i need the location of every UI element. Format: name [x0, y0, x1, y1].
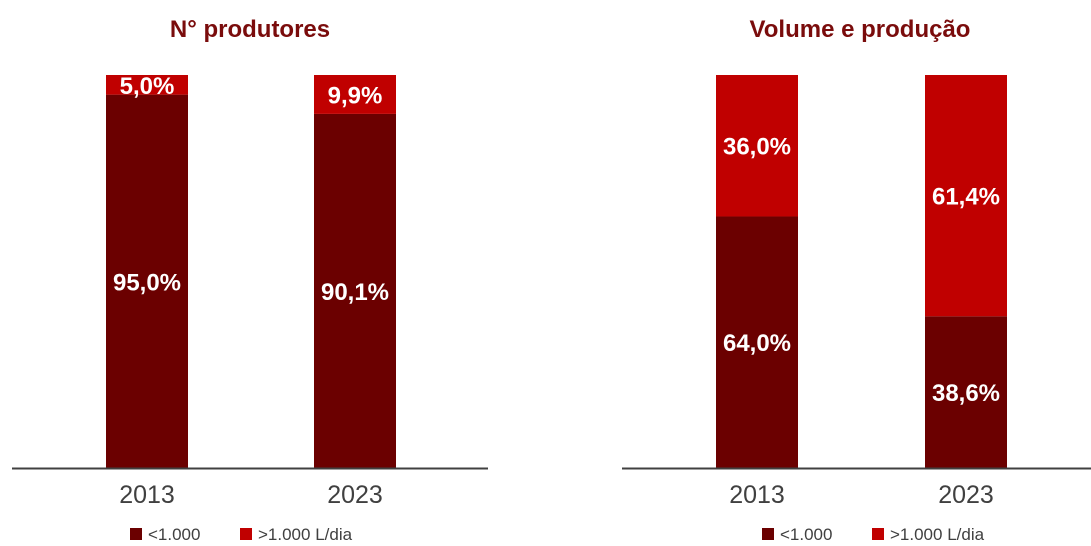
chart-title: N° produtores [170, 16, 330, 43]
data-label: 64,0% [723, 330, 791, 357]
legend-label: >1.000 L/dia [890, 525, 985, 544]
legend-label: <1.000 [780, 525, 832, 544]
data-label: 9,9% [328, 82, 383, 109]
bar-segment [925, 316, 1007, 468]
legend-swatch [130, 528, 142, 540]
chart-title: Volume e produção [750, 16, 971, 43]
x-tick-label: 2023 [327, 481, 383, 509]
x-tick-label: 2013 [729, 481, 785, 509]
bar-segment [925, 75, 1007, 317]
bar-segment [716, 216, 798, 468]
x-tick-label: 2013 [119, 481, 175, 509]
bar-segment [314, 75, 396, 114]
legend-label: <1.000 [148, 525, 200, 544]
legend-swatch [762, 528, 774, 540]
bar-segment [106, 94, 188, 469]
legend-swatch [240, 528, 252, 540]
data-label: 90,1% [321, 279, 389, 306]
bar-segment [106, 75, 188, 95]
bar-segment [716, 75, 798, 217]
data-label: 5,0% [120, 73, 175, 100]
data-label: 38,6% [932, 380, 1000, 407]
data-label: 61,4% [932, 184, 1000, 211]
data-label: 36,0% [723, 134, 791, 161]
legend-swatch [872, 528, 884, 540]
data-label: 95,0% [113, 269, 181, 296]
x-tick-label: 2023 [938, 481, 994, 509]
legend-label: >1.000 L/dia [258, 525, 353, 544]
bar-segment [314, 113, 396, 469]
